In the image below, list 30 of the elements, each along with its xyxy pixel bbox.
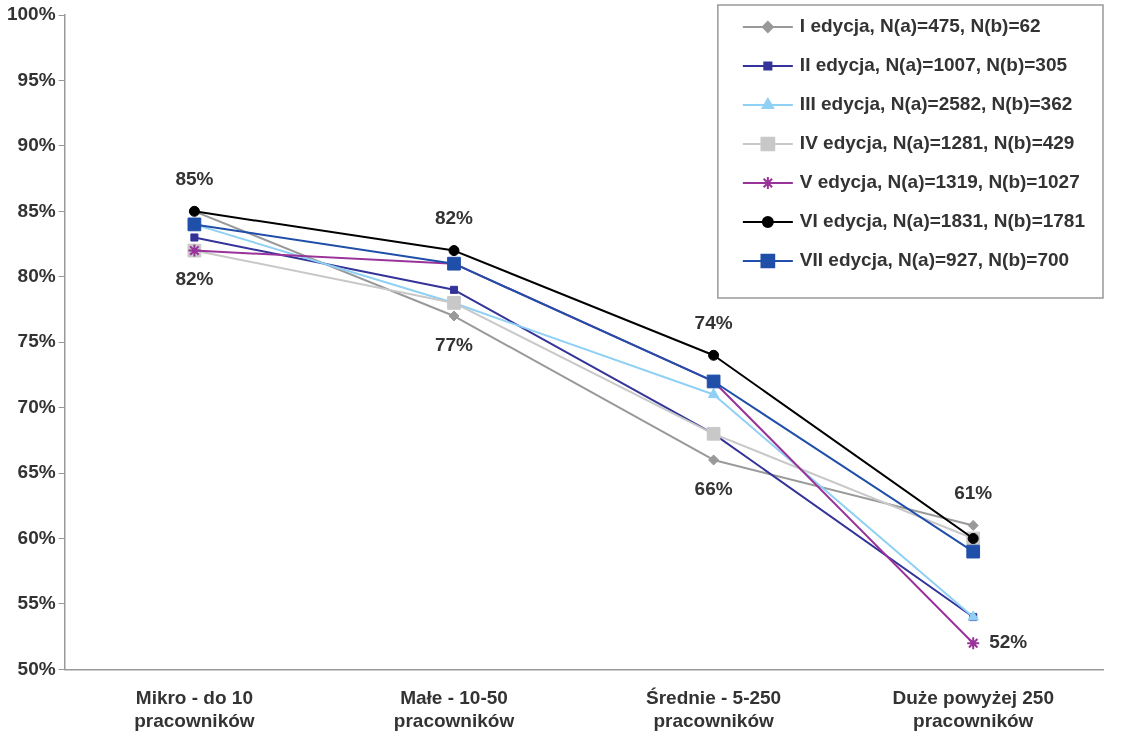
data-label: 85%: [175, 168, 214, 190]
data-label: 66%: [694, 477, 733, 499]
y-tick-label: 90%: [17, 134, 56, 156]
y-tick-label: 75%: [17, 330, 56, 352]
data-label: 74%: [694, 312, 733, 334]
y-tick-label: 100%: [6, 3, 56, 25]
x-tick-label: Duże powyżej 250 pracowników: [892, 687, 1054, 731]
y-tick-label: 70%: [17, 395, 56, 417]
x-tick-label: Małe - 10-50 pracowników: [393, 687, 515, 731]
legend-label: VI edycja, N(a)=1831, N(b)=1781: [799, 210, 1086, 232]
data-label: 82%: [434, 207, 474, 229]
data-label: 61%: [954, 482, 993, 504]
y-tick-label: 60%: [17, 526, 56, 548]
y-tick-label: 55%: [17, 592, 56, 614]
data-label: 82%: [175, 268, 214, 290]
legend-label: II edycja, N(a)=1007, N(b)=305: [799, 54, 1068, 76]
y-tick-label: 80%: [17, 264, 56, 286]
legend-label: III edycja, N(a)=2582, N(b)=362: [799, 93, 1073, 115]
legend-label: IV edycja, N(a)=1281, N(b)=429: [799, 132, 1075, 154]
data-label: 77%: [434, 333, 474, 355]
x-tick-label: Średnie - 5-250 pracowników: [646, 687, 782, 731]
y-tick-label: 65%: [17, 461, 56, 483]
y-tick-label: 95%: [17, 68, 56, 90]
x-tick-label: Mikro - do 10 pracowników: [134, 687, 255, 731]
legend-label: VII edycja, N(a)=927, N(b)=700: [799, 249, 1070, 271]
data-label: 52%: [989, 631, 1028, 653]
legend-label: I edycja, N(a)=475, N(b)=62: [799, 15, 1041, 37]
legend-label: V edycja, N(a)=1319, N(b)=1027: [799, 171, 1080, 193]
y-tick-label: 50%: [17, 657, 56, 679]
y-tick-label: 85%: [17, 199, 56, 221]
